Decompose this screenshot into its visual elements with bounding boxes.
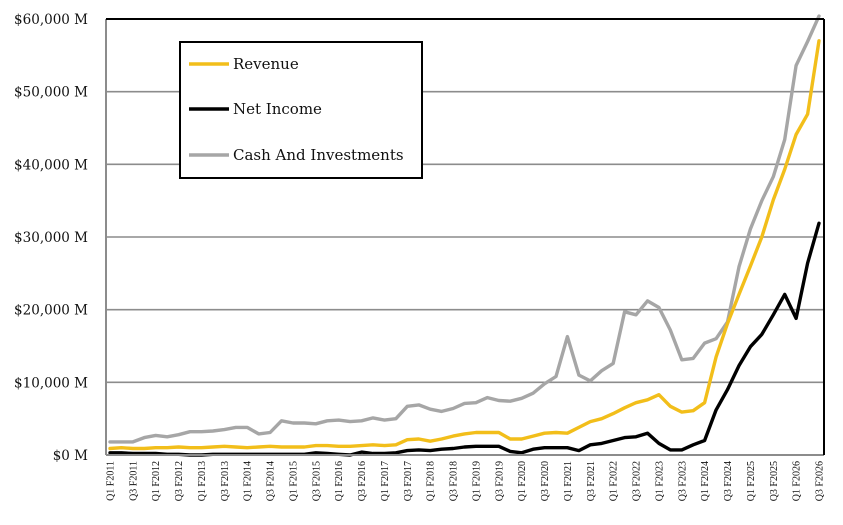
x-tick-label: Q3 F2017 <box>403 461 414 501</box>
y-tick-label: $40,000 M <box>14 157 88 173</box>
x-axis-tick-labels: Q1 F2011 Q3 F2011 Q1 F2012 Q3 F2012 Q1 F2013… <box>106 461 826 501</box>
y-tick-label: $50,000 M <box>14 85 88 101</box>
x-tick-label: Q3 F2014 <box>266 461 277 501</box>
x-tick-label: Q1 F2020 <box>517 461 528 501</box>
x-tick-label: Q1 F2021 <box>563 461 574 501</box>
x-tick-label: Q3 F2018 <box>449 461 460 501</box>
x-tick-label: Q1 F2013 <box>197 461 208 501</box>
legend-label: Net Income <box>233 100 322 118</box>
y-axis-tick-labels: $0 M $10,000 M $20,000 M $30,000 M $40,000 M… <box>14 12 88 464</box>
x-tick-label: Q3 F2026 <box>815 461 826 501</box>
y-tick-label: $10,000 M <box>14 375 88 391</box>
x-tick-label: Q1 F2017 <box>380 461 391 501</box>
x-tick-label: Q3 F2020 <box>540 461 551 501</box>
x-tick-label: Q3 F2019 <box>494 461 505 501</box>
x-tick-label: Q1 F2015 <box>288 461 299 501</box>
plot-frame <box>105 18 825 456</box>
x-tick-label: Q1 F2023 <box>654 461 665 501</box>
y-tick-label: $30,000 M <box>14 230 88 246</box>
x-tick-label: Q1 F2016 <box>334 461 345 501</box>
x-tick-label: Q1 F2018 <box>426 461 437 501</box>
x-tick-label: Q3 F2024 <box>723 461 734 501</box>
x-tick-label: Q1 F2022 <box>609 461 620 501</box>
y-tick-label: $20,000 M <box>14 303 88 319</box>
x-tick-label: Q3 F2015 <box>311 461 322 501</box>
x-tick-label: Q3 F2021 <box>586 461 597 501</box>
series-line-revenue <box>108 39 821 451</box>
series-line-cash-and-investments <box>108 14 821 444</box>
x-tick-label: Q1 F2024 <box>700 461 711 501</box>
x-tick-label: Q3 F2013 <box>220 461 231 501</box>
legend-label: Revenue <box>233 55 299 73</box>
x-tick-label: Q3 F2022 <box>632 461 643 501</box>
legend-label: Cash And Investments <box>233 146 404 164</box>
x-tick-label: Q1 F2014 <box>243 461 254 501</box>
x-tick-label: Q3 F2025 <box>769 461 780 501</box>
legend: Revenue Net Income Cash And Investments <box>179 41 423 179</box>
x-tick-label: Q3 F2011 <box>128 461 139 501</box>
x-tick-label: Q3 F2016 <box>357 461 368 501</box>
x-tick-label: Q1 F2026 <box>792 461 803 501</box>
x-tick-label: Q1 F2019 <box>471 461 482 501</box>
x-tick-label: Q1 F2011 <box>106 461 117 501</box>
x-tick-label: Q1 F2012 <box>151 461 162 501</box>
y-tick-label: $0 M <box>53 448 88 464</box>
x-tick-label: Q1 F2025 <box>746 461 757 501</box>
x-tick-label: Q3 F2012 <box>174 461 185 501</box>
x-tick-label: Q3 F2023 <box>677 461 688 501</box>
y-tick-label: $60,000 M <box>14 12 88 28</box>
